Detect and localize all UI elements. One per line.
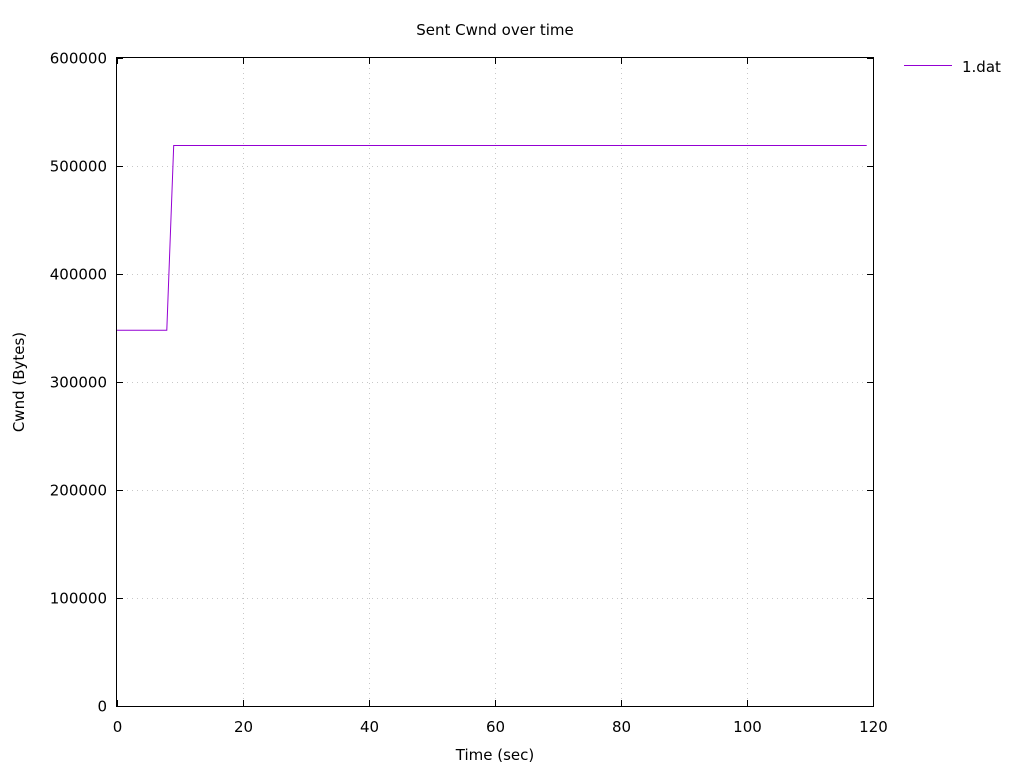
plot-frame xyxy=(116,57,874,707)
axis-ticks: 0 20 40 60 80 100 120 0 100000 200000 300000 400000… xyxy=(50,50,888,737)
legend: 1.dat xyxy=(904,58,1001,76)
y-tick-label: 500000 xyxy=(50,158,107,176)
y-tick-label: 300000 xyxy=(50,374,107,392)
y-tick-label: 100000 xyxy=(50,590,107,608)
grid xyxy=(117,58,873,706)
series-layer xyxy=(117,145,867,331)
x-tick-label: 0 xyxy=(113,718,123,736)
x-tick-label: 20 xyxy=(234,718,253,736)
y-tick-label: 0 xyxy=(97,698,107,716)
series-line xyxy=(117,145,867,331)
y-tick-label: 600000 xyxy=(50,50,107,68)
x-tick-label: 60 xyxy=(486,718,505,736)
y-tick-label: 400000 xyxy=(50,266,107,284)
legend-label: 1.dat xyxy=(962,58,1001,76)
chart-title: Sent Cwnd over time xyxy=(416,21,574,39)
x-tick-label: 40 xyxy=(360,718,379,736)
x-axis-label: Time (sec) xyxy=(455,746,534,764)
y-tick-label: 200000 xyxy=(50,482,107,500)
x-tick-label: 80 xyxy=(612,718,631,736)
x-tick-label: 100 xyxy=(733,718,762,736)
y-axis-label: Cwnd (Bytes) xyxy=(10,332,28,432)
x-tick-label: 120 xyxy=(859,718,888,736)
